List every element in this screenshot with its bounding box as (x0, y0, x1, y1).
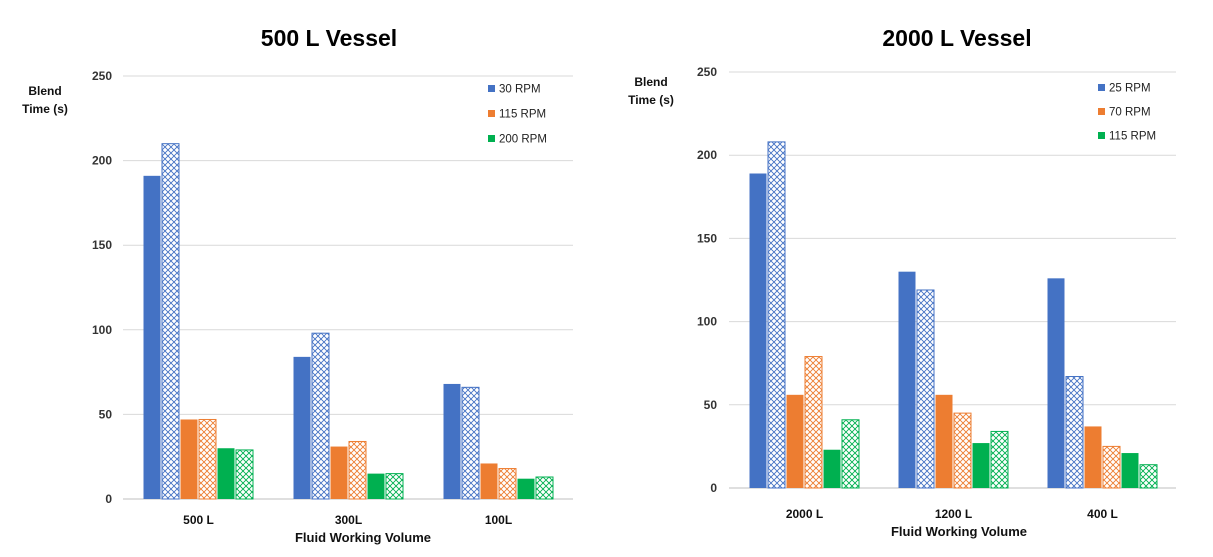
legend-swatch (1098, 132, 1105, 139)
legend-label: 200 RPM (499, 134, 547, 146)
bar-25-rpm (898, 271, 916, 488)
bar-series-5 (535, 476, 554, 500)
bar-series-1 (311, 332, 330, 500)
bar-115-rpm (1121, 453, 1139, 488)
x-tick-label: 2000 L (786, 507, 823, 521)
y-axis-label-line2: Time (s) (22, 102, 68, 116)
legend-label: 115 RPM (1109, 131, 1156, 143)
bar-115-rpm (823, 449, 841, 488)
y-tick-label: 50 (704, 398, 718, 412)
y-tick-label: 150 (697, 231, 717, 245)
bar-115-rpm (330, 446, 348, 499)
bar-30-rpm (293, 356, 311, 499)
y-tick-label: 250 (92, 69, 112, 83)
bar-series-5 (990, 430, 1009, 489)
y-axis-label-line1: Blend (634, 75, 667, 89)
y-tick-label: 200 (92, 154, 112, 168)
bar-series-3 (198, 418, 217, 500)
y-axis-label-line2: Time (s) (628, 93, 674, 107)
bar-series-1 (916, 289, 935, 489)
x-tick-label: 100L (485, 513, 512, 527)
legend-swatch (488, 85, 495, 92)
bar-25-rpm (749, 173, 767, 488)
legend-swatch (488, 135, 495, 142)
y-tick-label: 100 (697, 315, 717, 329)
bar-series-1 (461, 386, 480, 500)
x-tick-label: 500 L (183, 513, 214, 527)
y-tick-label: 150 (92, 238, 112, 252)
y-tick-label: 0 (710, 481, 717, 495)
y-tick-label: 250 (697, 65, 717, 79)
bar-series-3 (348, 440, 367, 500)
chart-500l: 500 L Vessel Blend Time (s) Fluid Workin… (22, 25, 573, 545)
bar-115-rpm (972, 443, 990, 488)
bar-200-rpm (367, 473, 385, 499)
bar-70-rpm (786, 394, 804, 488)
legend-swatch (1098, 108, 1105, 115)
plot-area: 0 50 100 150 200 250 500 L 300L 100L 30 RPM 115 RP… (92, 69, 573, 527)
y-tick-label: 50 (99, 407, 113, 421)
y-axis-label-line1: Blend (28, 84, 61, 98)
legend-label: 115 RPM (499, 109, 546, 121)
legend-label: 25 RPM (1109, 83, 1151, 95)
bar-series-5 (385, 473, 404, 500)
bar-30-rpm (143, 175, 161, 499)
bar-200-rpm (217, 448, 235, 499)
bar-series-5 (1139, 464, 1158, 489)
chart-title: 2000 L Vessel (882, 25, 1031, 51)
bar-series-5 (235, 449, 254, 500)
bar-series-3 (498, 468, 517, 500)
bar-series-1 (1065, 376, 1084, 489)
bar-series-3 (953, 412, 972, 489)
bar-series-5 (841, 419, 860, 489)
bar-series-3 (804, 356, 823, 489)
legend-label: 30 RPM (499, 84, 541, 96)
bar-70-rpm (935, 394, 953, 488)
y-tick-label: 0 (105, 492, 112, 506)
bar-series-3 (1102, 445, 1121, 489)
chart-title: 500 L Vessel (261, 25, 397, 51)
x-tick-label: 1200 L (935, 507, 972, 521)
bar-70-rpm (1084, 426, 1102, 488)
y-tick-label: 100 (92, 323, 112, 337)
y-tick-label: 200 (697, 148, 717, 162)
x-axis-label: Fluid Working Volume (295, 530, 431, 545)
x-tick-label: 400 L (1087, 507, 1118, 521)
bar-115-rpm (480, 463, 498, 499)
x-tick-label: 300L (335, 513, 362, 527)
bar-115-rpm (180, 419, 198, 499)
bar-25-rpm (1047, 278, 1065, 488)
bar-series-1 (767, 141, 786, 489)
legend-swatch (1098, 84, 1105, 91)
bar-series-1 (161, 143, 180, 500)
bar-200-rpm (517, 478, 535, 499)
legend-swatch (488, 110, 495, 117)
x-axis-label: Fluid Working Volume (891, 524, 1027, 539)
legend-label: 70 RPM (1109, 107, 1151, 119)
plot-area: 0 50 100 150 200 250 2000 L 1200 L 400 L 25 RPM 70… (697, 65, 1176, 521)
chart-2000l: 2000 L Vessel Blend Time (s) Fluid Worki… (628, 25, 1176, 539)
bar-30-rpm (443, 383, 461, 499)
